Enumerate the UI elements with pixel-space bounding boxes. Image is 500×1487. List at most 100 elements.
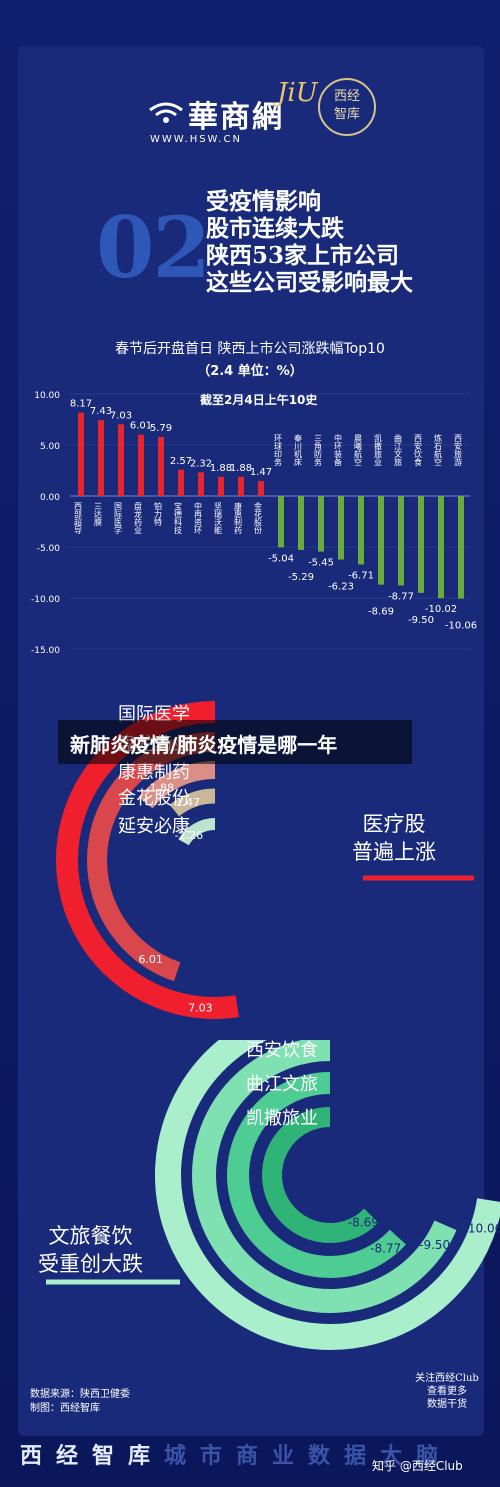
seal-logo: 西经 智库 [318,78,376,136]
loser-value-label: -9.50 [408,615,434,626]
loser-bar [458,496,464,599]
loser-bar [418,496,424,593]
radial-arc [262,1107,379,1243]
callout-line: 普遍上涨 [352,840,436,864]
banner-highlight: 西经智库 [20,1443,165,1469]
loser-value-label: -5.04 [268,553,294,564]
gainer-value-label: 1.88 [210,463,232,474]
gainer-bar [98,420,104,496]
radial-category-label: 金花股份 [118,788,190,809]
seal-line: 智库 [333,107,360,122]
issue-number: 02 [96,198,211,297]
radial-category-label: 延安必康 [118,816,190,837]
gainer-value-label: 7.43 [90,406,112,417]
loser-category-label: 曲江文旅 [394,433,403,467]
radial-arc [227,1072,406,1278]
radial-value-label: -10.06 [464,1222,500,1236]
radial-value-label: -9.50 [419,1238,450,1252]
gainer-value-label: 1.88 [230,463,252,474]
gainer-value-label: 7.03 [110,410,132,421]
loser-value-label: -5.29 [288,572,314,583]
headline-line: 这些公司受影响最大 [206,269,413,296]
loser-bar [318,496,324,552]
gainer-bar [218,476,224,496]
gainer-category-label: 中再资环 [194,501,203,535]
footer-follow: 关注西经Club 查看更多 数据干货 [392,1372,500,1411]
gainer-category-label: 金花股份 [254,501,263,535]
loser-value-label: -6.23 [328,582,354,593]
footer-line: 数据干货 [427,1399,467,1410]
gainer-category-label: 康惠制药 [234,501,243,535]
gainer-value-label: 6.01 [130,421,152,432]
loser-category-label: 西安旅游 [454,434,463,467]
radial-arc [178,818,216,846]
gainer-category-label: 盘龙药业 [134,501,143,534]
y-tick-label: -15.00 [31,646,60,656]
loser-category-label: 中环装备 [334,433,343,467]
gainer-category-label: 国际医学 [114,502,123,534]
loser-category-label: 晨曦航空 [354,434,363,466]
gainer-bar [158,436,164,496]
brand-name: 華商網 [188,100,284,135]
footer-line: 查看更多 [427,1386,467,1397]
y-tick-label: 10.00 [34,391,60,401]
gainer-bar [78,412,84,496]
callout-line: 受重创大跌 [38,1252,143,1276]
loser-category-label: 凯撒旅业 [374,433,383,466]
radial-arc [192,1040,457,1313]
gainer-category-label: 铂力特 [154,501,163,526]
radial-value-label: 7.03 [188,1001,213,1014]
radial-category-label: 凯撒旅业 [246,1108,318,1129]
loser-category-label: 西安饮食 [414,434,423,467]
gainer-value-label: 2.32 [190,458,212,469]
medical-callout: 医疗股 普遍上涨 [352,810,436,866]
loser-value-label: -10.06 [445,621,477,632]
callout-line: 文旅餐饮 [48,1224,133,1248]
gainer-bar [198,472,204,496]
gainer-bar [178,469,184,496]
loser-value-label: -8.69 [368,607,394,618]
footer-line: 制图：西经智库 [30,1403,100,1414]
gainer-value-label: 5.79 [150,423,172,434]
loser-bar [378,496,384,585]
bar-chart: 10.00 5.00 0.00 -5.00 -10.00 -15.00 8.17 西部超导 7.… [31,391,477,656]
loser-category-label: 三角防务 [314,434,323,467]
loser-bar [298,496,304,550]
radial-category-label: 西安饮食 [246,1040,318,1061]
radial-arc [138,761,216,809]
gainer-bar [238,476,244,496]
headline-line: 股市连续大跌 [206,215,344,242]
loser-value-label: -5.45 [308,558,334,569]
loser-bar [338,496,344,560]
bottom-banner: 西经智库城市商业数据大脑 [20,1438,452,1470]
partner-logo: JiU [277,78,318,108]
chart-title: 春节后开盘首日 陕西上市公司涨跌幅Top10 [115,341,385,357]
chart-note: 截至2月4日上午10史 [200,393,318,407]
radial-value-label: 6.01 [138,953,163,966]
watermark: 知乎 @西经Club [372,1459,463,1473]
wifi-logo-icon [149,102,183,123]
y-tick-label: -10.00 [31,595,60,605]
gainer-category-label: 西部超导 [74,502,83,534]
radial-category-label: 国际医学 [118,704,190,725]
y-tick-label: 5.00 [40,442,60,452]
radial-value-label: -8.69 [348,1215,379,1229]
y-tick-label: 0.00 [40,493,60,503]
headline-line: 陕西53家上市公司 [206,242,400,269]
title-overlay-box [58,720,412,764]
callout-line: 医疗股 [362,812,426,836]
gainer-category-label: 宝德科技 [174,501,183,535]
loser-category-label: 秦川机床 [294,433,303,467]
radial-category-label: 康惠制药 [118,762,190,783]
seal-line: 西经 [333,89,360,104]
gainer-category-label: 坚瑞沃能 [214,502,223,535]
radial-arc [169,788,216,817]
tourism-callout: 文旅餐饮 受重创大跌 [38,1222,143,1278]
radial-value-label: 1.47 [176,796,201,809]
y-tick-label: -5.00 [37,544,61,554]
footer-source: 数据来源：陕西卫健委 制图：西经智库 [30,1388,130,1416]
loser-value-label: -6.71 [348,570,374,581]
loser-bar [358,496,364,565]
gainer-value-label: 8.17 [70,399,92,410]
